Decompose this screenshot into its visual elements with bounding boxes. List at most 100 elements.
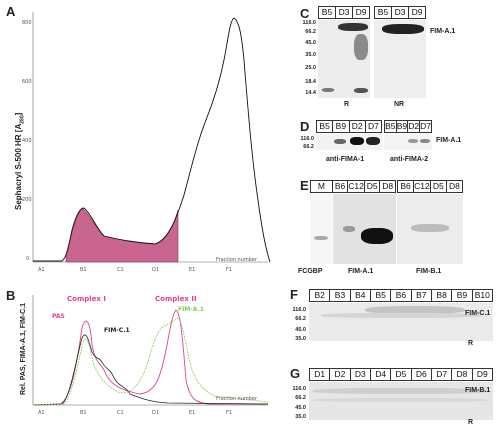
band xyxy=(313,388,489,394)
lane-label: D3 xyxy=(351,369,371,380)
lane-label: D5 xyxy=(431,181,447,192)
lane-label: D7 xyxy=(367,121,379,131)
panel-a-ytick: 800 xyxy=(22,20,32,26)
lane-label: B5 xyxy=(385,121,397,132)
panel-b-letter: B xyxy=(6,288,16,303)
lane-label: B6 xyxy=(333,181,349,192)
panel-a-ytick: 400 xyxy=(22,138,32,144)
band xyxy=(354,34,368,60)
mw-marker: 45.0 xyxy=(295,405,306,411)
mw-marker: 35.0 xyxy=(305,52,316,58)
lane-label: B5 xyxy=(375,7,392,18)
panel-f-r-label: R xyxy=(468,340,474,347)
band xyxy=(366,137,380,145)
lane-label: B7 xyxy=(412,290,432,301)
lane-label: D1 xyxy=(310,369,331,380)
panel-b-chart: A1 B1 C1 D1 E1 F1 xyxy=(32,295,269,416)
panel-c-r-label: R xyxy=(344,101,350,108)
panel-a-xtick: F1 xyxy=(226,267,232,273)
panel-d-antibody-2: anti-FIMA-2 xyxy=(390,156,429,163)
panel-a-letter: A xyxy=(6,4,16,19)
panel-d-lanes-2: B5 B9 D2 D7 xyxy=(384,120,432,133)
lane-label: D8 xyxy=(449,181,460,191)
mw-marker: 35.0 xyxy=(295,414,306,420)
mw-marker: 45.0 xyxy=(305,40,316,46)
panel-d-blot-1 xyxy=(316,134,382,150)
panel-c-letter: C xyxy=(300,6,310,21)
panel-d-protein-label: FIM-A.1 xyxy=(436,137,462,144)
panel-f-blot xyxy=(309,303,493,341)
lane-label: B5 xyxy=(317,121,334,132)
mw-marker: 66.2 xyxy=(305,29,316,35)
panel-e-lanes-2: B6 C12 D5 D8 xyxy=(397,180,463,193)
panel-e-fimb-label: FIM-B.1 xyxy=(416,268,442,275)
panel-c-lanes-r: B5 D3 D9 xyxy=(318,6,370,19)
panel-g-protein-label: FIM-B.1 xyxy=(465,387,491,394)
panel-a-xtick: A1 xyxy=(38,267,45,273)
panel-b-xtick: F1 xyxy=(226,410,232,416)
lane-label: B9 xyxy=(333,121,350,132)
panel-e-blot-fima xyxy=(333,194,396,264)
band xyxy=(313,398,489,402)
band xyxy=(334,139,346,144)
lane-label: B9 xyxy=(396,121,409,132)
band xyxy=(361,228,393,244)
panel-c-nr-label: NR xyxy=(394,101,405,108)
panel-a-xlabel: Fraction number xyxy=(216,257,258,263)
panel-d-blot-2 xyxy=(384,134,432,150)
panel-e-fima-label: FIM-A.1 xyxy=(348,268,374,275)
band xyxy=(354,88,368,93)
mw-marker: 116.0 xyxy=(300,136,314,142)
mw-marker: 116.0 xyxy=(292,386,306,392)
lane-label: D5 xyxy=(365,181,381,192)
panel-f-protein-label: FIM-C.1 xyxy=(465,310,491,317)
band xyxy=(338,23,368,31)
lane-label: D5 xyxy=(391,369,412,380)
band xyxy=(314,236,328,240)
band xyxy=(411,224,449,232)
mw-marker: 35.0 xyxy=(295,336,306,342)
lane-label: B3 xyxy=(330,290,351,301)
pas-curve xyxy=(32,309,268,406)
panel-d-letter: D xyxy=(300,119,310,134)
panel-e-fcgbp-label: FCGBP xyxy=(298,268,323,275)
panel-d-antibody-1: anti-FIMA-1 xyxy=(326,156,365,163)
lane-label: B4 xyxy=(351,290,371,301)
lane-label: D8 xyxy=(452,369,473,380)
panel-b-xtick: C1 xyxy=(117,410,124,416)
band xyxy=(343,226,355,232)
lane-label: D2 xyxy=(330,369,351,380)
panel-g-blot xyxy=(309,382,493,420)
mw-marker: 18.4 xyxy=(305,79,316,85)
panel-c-blot-r xyxy=(318,20,370,98)
panel-c-protein-label: FIM-A.1 xyxy=(430,28,456,35)
lane-label: B6 xyxy=(391,290,412,301)
lane-label: D2 xyxy=(408,121,421,132)
lane-label: D9 xyxy=(411,7,423,17)
panel-a-ytick: 200 xyxy=(22,197,32,203)
band xyxy=(321,313,481,318)
mw-marker: 66.2 xyxy=(295,316,306,322)
elution-profile-line xyxy=(33,17,271,263)
lane-label: B5 xyxy=(371,290,392,301)
complex-ii-label: Complex II xyxy=(155,295,197,303)
fim-a1-curve xyxy=(32,317,269,406)
panel-d-lanes-1: B5 B9 D2 D7 xyxy=(316,120,382,133)
mw-marker: 45.0 xyxy=(295,327,306,333)
band xyxy=(420,139,430,143)
lane-label: B10 xyxy=(474,290,490,300)
mw-marker: 66.2 xyxy=(303,144,314,150)
panel-e-lanes-1: M B6 C12 D5 D8 xyxy=(310,180,396,193)
panel-a-xtick: C1 xyxy=(117,267,124,273)
lane-label: C12 xyxy=(348,181,365,192)
panel-f-letter: F xyxy=(290,287,298,302)
band xyxy=(322,88,334,92)
lane-label: D4 xyxy=(371,369,392,380)
panel-c-blot-nr xyxy=(374,20,426,98)
fim-c1-curve xyxy=(32,334,269,406)
lane-group: B6 C12 D5 D8 xyxy=(333,181,395,192)
complex-i-label: Complex I xyxy=(67,295,106,303)
lane-label: M xyxy=(311,181,333,192)
panel-c-lanes-nr: B5 D3 D9 xyxy=(374,6,426,19)
lane-label: D7 xyxy=(432,369,453,380)
